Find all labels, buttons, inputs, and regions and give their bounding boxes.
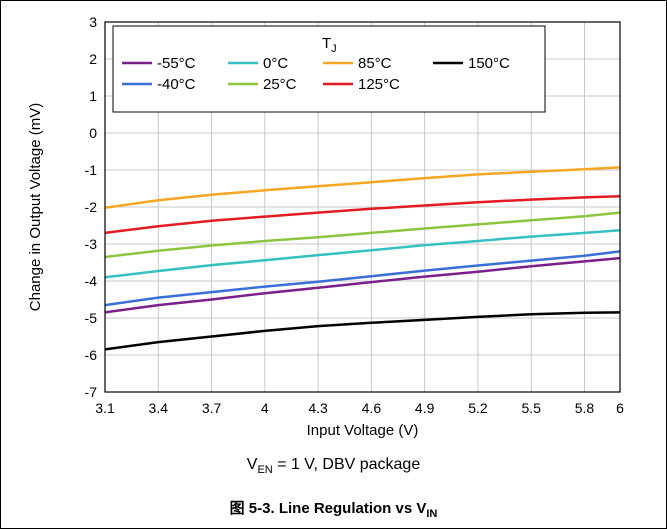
series-group <box>104 166 621 351</box>
legend-label-5: 125°C <box>358 76 400 93</box>
chart-subtitle: VEN = 1 V, DBV package <box>0 456 667 476</box>
subtitle-prefix: V <box>246 456 258 473</box>
legend-label-6: 150°C <box>468 55 510 72</box>
series-line-6 <box>104 311 621 351</box>
x-axis-label: Input Voltage (V) <box>307 422 419 439</box>
legend-title: TJ <box>322 35 337 55</box>
subtitle-rest: = 1 V, DBV package <box>272 456 421 473</box>
y-tick-label: -3 <box>85 236 98 252</box>
y-tick-label: -6 <box>85 347 98 363</box>
x-tick-label: 3.1 <box>95 400 115 416</box>
x-tick-label: 4 <box>261 400 269 416</box>
series-line-0 <box>104 256 621 314</box>
x-tick-label: 5.8 <box>575 400 595 416</box>
caption-text: 图 5-3. Line Regulation vs V <box>229 500 427 517</box>
x-tick-label: 5.5 <box>521 400 541 416</box>
x-tick-label: 4.6 <box>362 400 382 416</box>
legend-label-2: 0°C <box>263 55 288 72</box>
y-tick-label: -1 <box>85 162 98 178</box>
y-tick-label: 1 <box>89 88 97 104</box>
y-tick-label: -4 <box>85 273 98 289</box>
figure-caption: 图 5-3. Line Regulation vs VIN <box>0 497 667 520</box>
y-tick-label: 3 <box>89 14 97 30</box>
series-line-5 <box>104 195 621 235</box>
legend-label-4: 85°C <box>358 55 392 72</box>
x-tick-label: 5.2 <box>468 400 488 416</box>
plot-area-border <box>104 21 621 393</box>
x-tick-label: 3.4 <box>149 400 169 416</box>
x-tick-label: 4.9 <box>415 400 435 416</box>
y-tick-label: -2 <box>85 199 98 215</box>
y-axis-label: Change in Output Voltage (mV) <box>27 103 44 311</box>
series-line-3 <box>104 211 621 259</box>
x-tick-label: 4.3 <box>308 400 328 416</box>
legend: TJ -55°C -40°C 0°C 25°C 85°C 125°C 150°C <box>112 25 546 113</box>
x-axis-ticks: 3.1 3.4 3.7 4 4.3 4.6 4.9 5.2 5.5 5.8 6 <box>95 400 624 416</box>
y-tick-label: -7 <box>85 384 98 400</box>
y-axis-ticks: 3 2 1 0 -1 -2 -3 -4 -5 -6 -7 <box>85 14 98 400</box>
y-tick-label: 2 <box>89 51 97 67</box>
series-line-4 <box>104 166 621 209</box>
legend-box <box>112 25 546 113</box>
x-tick-label: 6 <box>616 400 624 416</box>
y-tick-label: 0 <box>89 125 97 141</box>
subtitle-subscript: EN <box>257 464 273 477</box>
series-line-2 <box>104 229 621 279</box>
legend-label-1: -40°C <box>157 76 196 93</box>
series-line-1 <box>104 250 621 307</box>
line-chart: 3 2 1 0 -1 -2 -3 -4 -5 -6 -7 3.1 3.4 3.7 4 4.3 4.6 4.9 5.… <box>27 14 624 439</box>
caption-subscript: IN <box>426 508 438 520</box>
legend-label-3: 25°C <box>263 76 297 93</box>
x-tick-label: 3.7 <box>202 400 222 416</box>
legend-label-0: -55°C <box>157 55 196 72</box>
y-tick-label: -5 <box>85 310 98 326</box>
